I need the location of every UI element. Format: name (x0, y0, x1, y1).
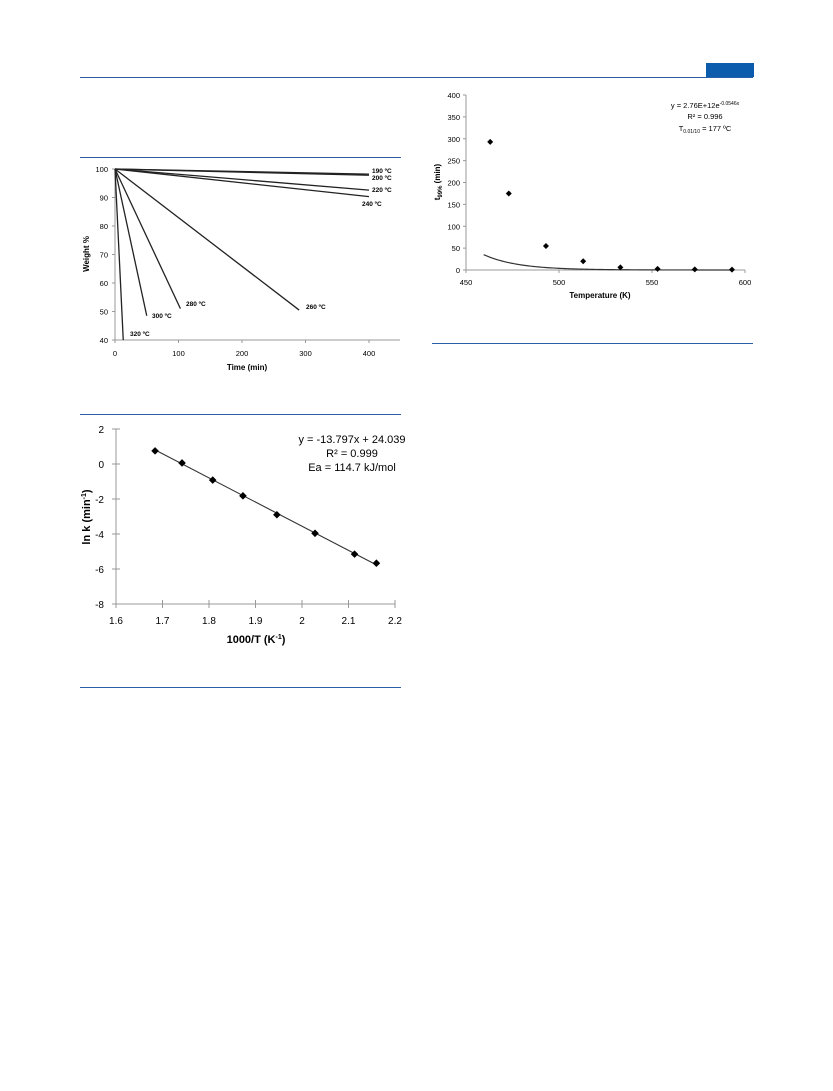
r-squared: R² = 0.999 (326, 448, 378, 460)
x-tick-label: 0 (113, 349, 117, 358)
y-tick-label: 50 (100, 308, 108, 317)
x-tick-label: 200 (236, 349, 249, 358)
x-tick-label: 100 (172, 349, 185, 358)
data-point (580, 258, 587, 265)
series-label: 200 ºC (372, 175, 392, 182)
data-point (728, 266, 735, 273)
threshold-temperature: T0.01/10 = 177 ºC (679, 124, 732, 135)
y-tick-label: 100 (447, 222, 460, 231)
data-point (151, 447, 159, 455)
y-tick-label: -8 (95, 600, 104, 611)
data-point (239, 492, 247, 500)
y-tick-label: 100 (95, 165, 108, 174)
x-tick-label: 550 (646, 278, 659, 287)
activation-energy: Ea = 114.7 kJ/mol (308, 462, 396, 474)
x-tick-label: 300 (299, 349, 312, 358)
y-tick-label: 40 (100, 336, 108, 345)
y-tick-label: 200 (447, 179, 460, 188)
y-tick-label: 2 (98, 425, 104, 436)
figure1-top-rule (80, 157, 401, 158)
data-point (372, 559, 381, 568)
x-tick-label: 1.6 (109, 616, 123, 627)
fit-curve (483, 254, 732, 271)
data-point (178, 459, 186, 467)
data-point (654, 265, 661, 272)
y-tick-label: 150 (447, 200, 460, 209)
figure2-bottom-rule (432, 343, 753, 344)
header-rule (80, 77, 753, 78)
series-line (114, 168, 370, 176)
y-tick-label: -2 (95, 495, 104, 506)
x-axis-title: Temperature (K) (569, 291, 631, 300)
data-point (208, 476, 217, 484)
series-label: 280 ºC (186, 301, 206, 308)
series-label: 240 ºC (362, 201, 382, 208)
x-tick-label: 1.7 (156, 616, 170, 627)
x-tick-label: 500 (553, 278, 566, 287)
y-tick-label: 350 (447, 113, 460, 122)
series-line (114, 168, 124, 341)
fit-equation: y = 2.76E+12e-0.0546x (671, 101, 740, 110)
data-point (542, 242, 549, 249)
y-tick-label: -6 (95, 565, 104, 576)
data-point (311, 529, 319, 538)
x-tick-label: 2.1 (342, 616, 356, 627)
y-axis-title: ln k (min-1) (81, 489, 93, 544)
y-tick-label: 90 (100, 194, 108, 203)
data-point (350, 550, 359, 558)
y-tick-label: 80 (100, 222, 108, 231)
series-line (114, 168, 300, 311)
r-squared: R² = 0.996 (687, 112, 722, 121)
series-label: 260 ºC (306, 304, 326, 311)
x-tick-label: 1.8 (202, 616, 216, 627)
series-label: 300 ºC (152, 313, 172, 320)
y-tick-label: 0 (98, 460, 104, 471)
y-tick-label: 250 (447, 157, 460, 166)
y-tick-label: 60 (100, 279, 108, 288)
series-label: 220 ºC (372, 187, 392, 194)
y-tick-label: 70 (100, 251, 108, 260)
y-tick-label: 300 (447, 135, 460, 144)
y-axis-title: Weight % (82, 236, 91, 272)
x-tick-label: 600 (739, 278, 752, 287)
x-tick-label: 2.2 (388, 616, 402, 627)
x-tick-label: 2 (299, 616, 305, 627)
x-tick-label: 1.9 (249, 616, 263, 627)
fit-equation: y = -13.797x + 24.039 (298, 434, 405, 446)
x-tick-label: 400 (363, 349, 376, 358)
data-point (487, 138, 494, 145)
y-tick-label: 50 (452, 244, 460, 253)
series-line (114, 168, 370, 198)
figure3-top-rule (80, 414, 401, 415)
y-tick-label: 0 (456, 266, 460, 275)
x-axis-title: Time (min) (227, 363, 268, 372)
series-line (114, 168, 370, 191)
figure3-bottom-rule (80, 687, 401, 688)
data-point (691, 266, 698, 273)
data-point (273, 510, 281, 519)
y-tick-label: -4 (95, 530, 104, 541)
series-label: 320 ºC (130, 331, 150, 338)
data-point (617, 264, 624, 271)
series-line (114, 168, 148, 316)
header-accent-box (706, 63, 754, 77)
series-line (114, 168, 181, 309)
y-axis-title: t99% (min) (433, 163, 444, 200)
x-axis-title: 1000/T (K-1) (227, 634, 286, 646)
series-label: 190 ºC (372, 168, 392, 175)
data-point (505, 190, 512, 197)
fit-line (154, 449, 377, 566)
y-tick-label: 400 (447, 91, 460, 100)
x-tick-label: 450 (460, 278, 473, 287)
